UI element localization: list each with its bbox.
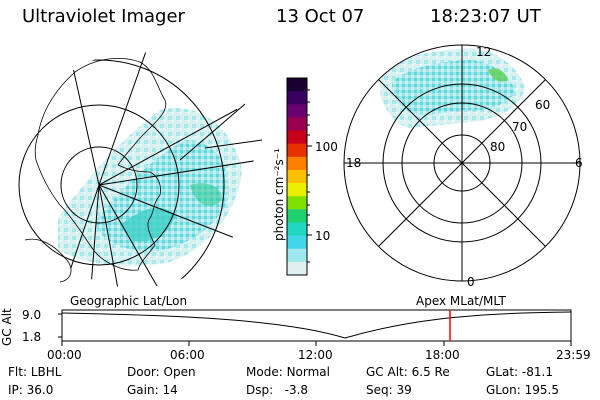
- colorbar-segment: [287, 104, 307, 118]
- mlt-label-0: 0: [467, 275, 475, 289]
- date-label: 13 Oct 07: [276, 6, 365, 27]
- colorbar-segment: [287, 143, 307, 158]
- colorbar-segment: [287, 78, 307, 92]
- colorbar-segment: [287, 209, 307, 223]
- colorbar-segment: [287, 183, 307, 197]
- timeline-axis-label: GC Alt: [0, 308, 14, 346]
- altitude-timeline: [58, 309, 572, 346]
- colorbar: [286, 77, 312, 276]
- timeline-ytick-bottom: 1.8: [22, 330, 42, 344]
- colorbar-tick-10: 10: [315, 229, 331, 243]
- mlat-label-70: 70: [512, 120, 528, 134]
- info-seq: Seq: 39: [366, 383, 412, 397]
- timeline-right-title: Apex MLat/MLT: [416, 294, 506, 308]
- colorbar-segment: [287, 196, 307, 210]
- latitude-circles: [18, 52, 254, 288]
- colorbar-segment: [287, 169, 307, 184]
- colorbar-segment: [287, 248, 307, 263]
- mlt-label-6: 6: [575, 156, 583, 170]
- instrument-title: Ultraviolet Imager: [22, 6, 185, 27]
- colorbar-segment: [287, 117, 307, 132]
- colorbar-segment: [287, 235, 307, 250]
- colorbar-segment: [287, 156, 307, 171]
- info-gain: Gain: 14: [127, 383, 178, 397]
- info-mode: Mode: Normal: [246, 365, 330, 379]
- colorbar-segment: [287, 91, 307, 105]
- timeline-xtick-2: 12:00: [298, 348, 333, 362]
- mlat-label-60: 60: [535, 98, 551, 112]
- info-dsp: Dsp: -3.8: [246, 383, 309, 397]
- colorbar-tick-100: 100: [315, 140, 338, 154]
- mlt-label-18: 18: [346, 156, 362, 170]
- geographic-image: [18, 52, 263, 288]
- longitude-lines: [59, 52, 254, 288]
- colorbar-segment: [287, 222, 307, 237]
- timeline-xtick-1: 06:00: [170, 348, 205, 362]
- timeline-xtick-4: 23:59: [556, 348, 591, 362]
- timeline-left-title: Geographic Lat/Lon: [70, 294, 188, 308]
- timeline-xtick-0: 00:00: [47, 348, 82, 362]
- timeline-ytick-top: 9.0: [22, 308, 42, 322]
- timeline-xtick-3: 18:00: [425, 348, 460, 362]
- colorbar-segment: [287, 261, 307, 276]
- info-gc-alt: GC Alt: 6.5 Re: [366, 365, 450, 379]
- info-ip: IP: 36.0: [8, 383, 54, 397]
- info-flt: Flt: LBHL: [8, 365, 62, 379]
- info-glon: GLon: 195.5: [486, 383, 559, 397]
- magnetic-polar-plot: [343, 44, 581, 282]
- mlat-label-80: 80: [490, 140, 506, 154]
- info-glat: GLat: -81.1: [486, 365, 553, 379]
- time-label: 18:23:07 UT: [430, 6, 541, 27]
- colorbar-segment: [287, 130, 307, 145]
- info-door: Door: Open: [127, 365, 196, 379]
- colorbar-unit-label: photon cm⁻²s⁻¹: [272, 148, 286, 241]
- mlt-label-12: 12: [476, 45, 492, 59]
